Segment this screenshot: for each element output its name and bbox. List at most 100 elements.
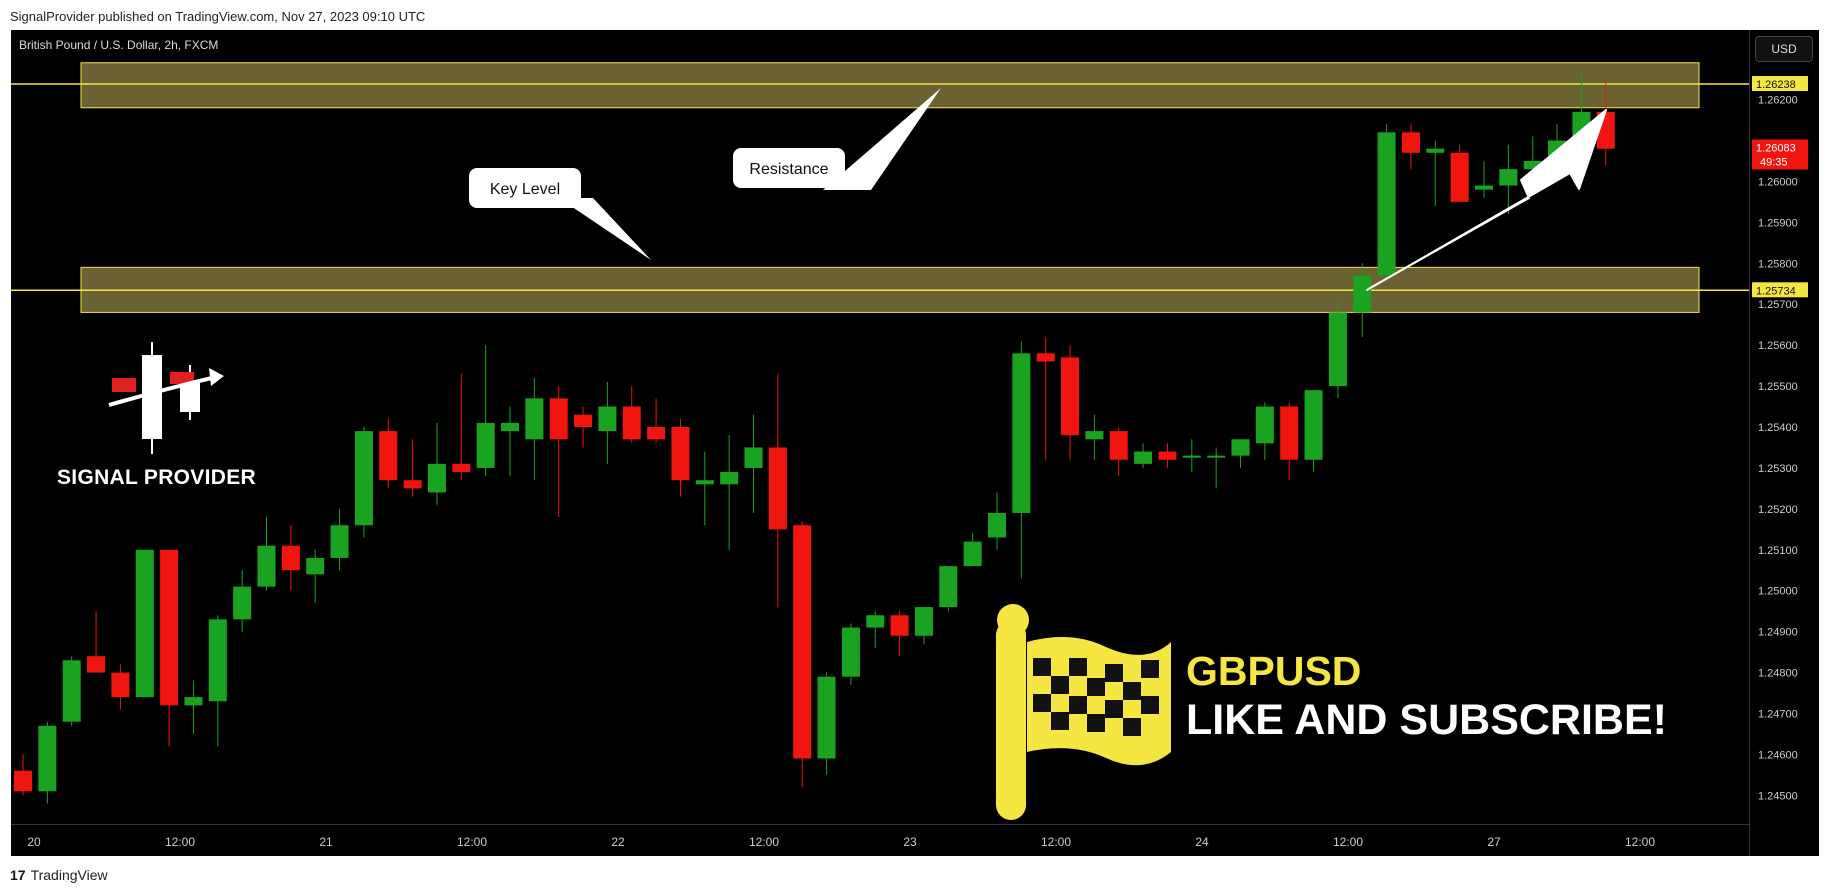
candle: [1450, 144, 1469, 202]
price-tick-label: 1.25200: [1758, 504, 1798, 516]
price-tick-label: 1.24600: [1758, 749, 1798, 761]
candle: [1280, 402, 1299, 481]
candle: [866, 611, 885, 649]
price-tick-label: 1.24900: [1758, 627, 1798, 639]
candle: [403, 439, 422, 497]
candle-body: [233, 586, 252, 620]
candle: [330, 508, 349, 571]
candle: [1475, 160, 1493, 198]
candle-body: [111, 672, 130, 698]
candle-body: [38, 725, 57, 792]
candle: [525, 377, 544, 481]
candle: [768, 373, 787, 608]
price-tick-label: 1.24500: [1758, 790, 1798, 802]
candle: [574, 406, 593, 448]
candle-body: [963, 541, 982, 567]
candle: [184, 680, 203, 734]
candle: [1061, 345, 1080, 460]
candle-body: [1353, 275, 1372, 313]
brand-logo-icon: [108, 342, 224, 454]
candle: [622, 386, 641, 444]
price-axis[interactable]: 1.26200 1.26000 1.25900 1.25800 1.25700 1.256…: [1749, 30, 1819, 856]
time-tick-label: 12:00: [749, 835, 779, 849]
candle: [1134, 443, 1153, 468]
candle: [988, 492, 1006, 550]
price-tick-label: 1.25400: [1758, 422, 1798, 434]
candle: [1036, 336, 1055, 460]
price-tick-label: 1.25600: [1758, 340, 1798, 352]
candle: [1207, 447, 1226, 489]
candle-body: [257, 545, 276, 587]
candle-body: [1523, 160, 1542, 170]
candle: [671, 418, 690, 497]
candle: [647, 398, 666, 444]
candle: [1158, 443, 1177, 468]
candle-body: [1012, 353, 1031, 513]
published-line: SignalProvider published on TradingView.…: [10, 9, 426, 24]
candle: [841, 623, 860, 685]
checkered-flag-icon: [996, 604, 1171, 820]
candle-body: [598, 406, 617, 432]
price-tick-label: 1.25000: [1758, 586, 1798, 598]
candle-body: [1134, 451, 1153, 464]
candle: [793, 521, 812, 788]
candle: [744, 414, 763, 513]
candle-body: [793, 525, 812, 759]
candle: [1085, 414, 1104, 460]
price-tick-label: 1.25900: [1758, 217, 1798, 229]
time-tick-label: 27: [1487, 835, 1501, 849]
price-tick-label: 1.25800: [1758, 258, 1798, 270]
candle-body: [768, 447, 787, 530]
candle-body: [1280, 406, 1299, 460]
candle-body: [988, 512, 1006, 538]
candle: [306, 549, 325, 603]
candle: [1328, 300, 1347, 399]
candle-body: [1061, 357, 1080, 436]
candle: [354, 427, 373, 538]
candle-body: [160, 549, 179, 706]
candle-body: [184, 697, 203, 706]
candle-body: [841, 627, 860, 677]
ticker-overlay: GBPUSD: [1186, 648, 1362, 694]
candle-body: [87, 656, 106, 673]
candle-body: [549, 398, 568, 440]
candle-body: [695, 480, 714, 485]
candle-body: [1401, 132, 1420, 153]
candle: [501, 406, 519, 477]
candle: [1499, 144, 1518, 215]
candle: [111, 664, 130, 710]
price-tick-label: 1.26200: [1758, 95, 1798, 107]
time-axis[interactable]: 20 12:00 21 12:00 22 12:00 23 12:00 24 12:00 27 12:…: [11, 824, 1749, 857]
currency-button[interactable]: USD: [1755, 36, 1813, 62]
candle-body: [890, 615, 909, 636]
candle: [890, 611, 909, 657]
candle-body: [281, 545, 300, 571]
footer-brand-label: TradingView: [30, 867, 108, 883]
candle-body: [403, 480, 422, 489]
candle-body: [574, 414, 593, 427]
candle-body: [1426, 148, 1445, 153]
candle-body: [1450, 152, 1469, 202]
candle: [427, 422, 446, 505]
candle-body: [817, 676, 836, 759]
price-tick-label: 1.24800: [1758, 668, 1798, 680]
time-tick-label: 12:00: [165, 835, 195, 849]
footer-brand[interactable]: 17 TradingView: [10, 867, 108, 883]
price-tick-label: 1.24700: [1758, 708, 1798, 720]
candle-body: [1499, 169, 1518, 186]
candle: [160, 549, 179, 747]
candle: [817, 672, 836, 775]
candle: [1182, 439, 1201, 473]
candle: [208, 615, 227, 747]
candle: [695, 451, 714, 526]
time-tick-label: 12:00: [1041, 835, 1071, 849]
candle-body: [1207, 455, 1226, 458]
candle: [452, 373, 471, 481]
price-tick-label: 1.26000: [1758, 176, 1798, 188]
resistance-callout: Resistance: [733, 88, 941, 190]
candle: [1377, 124, 1396, 280]
chart-panel[interactable]: British Pound / U.S. Dollar, 2h, FXCM Re…: [11, 30, 1819, 857]
symbol-title: British Pound / U.S. Dollar, 2h, FXCM: [19, 38, 219, 52]
candle-body: [720, 472, 739, 485]
time-tick-label: 12:00: [1333, 835, 1363, 849]
